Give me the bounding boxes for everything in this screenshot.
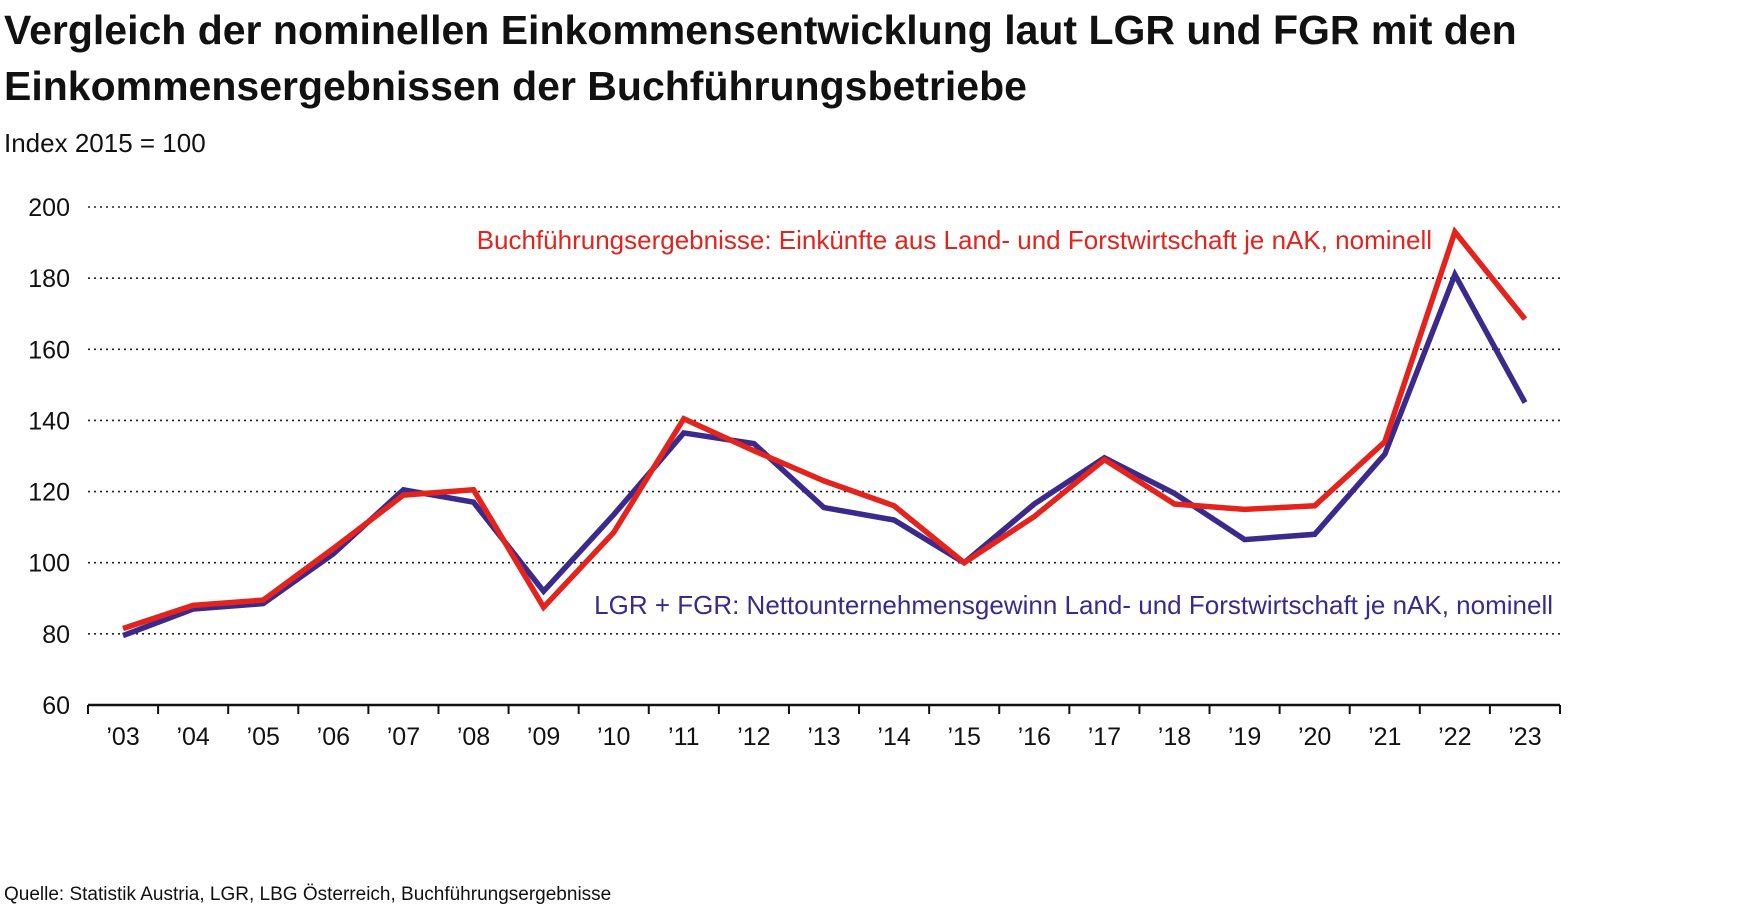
source-note: Quelle: Statistik Austria, LGR, LBG Öste… [4,884,612,905]
x-tick-label: ’12 [737,723,770,751]
chart-title: Vergleich der nominellen Einkommensentwi… [4,7,1517,109]
x-tick-label: ’05 [247,723,280,751]
x-tick-label: ’20 [1298,723,1331,751]
x-tick-label: ’16 [1018,723,1051,751]
series-labels: Buchführungsergebnisse: Einkünfte aus La… [477,225,1553,620]
y-tick-label: 80 [42,621,70,649]
x-tick-label: ’06 [317,723,350,751]
x-tick-label: ’19 [1228,723,1261,751]
series-label-buchfuehrung: Buchführungsergebnisse: Einkünfte aus La… [477,225,1432,255]
series-line-lgr-fgr [122,268,1528,639]
x-tick-label: ’13 [807,723,840,751]
x-tick-label: ’04 [176,723,209,751]
x-tick-label: ’14 [877,723,910,751]
x-tick-label: ’21 [1368,723,1401,751]
chart-subtitle: Index 2015 = 100 [4,128,206,158]
x-tick-label: ’23 [1508,723,1541,751]
y-tick-label: 200 [28,194,70,222]
y-tick-label: 180 [28,265,70,293]
x-tick-label: ’09 [527,723,560,751]
x-tick-label: ’15 [948,723,981,751]
x-tick-label: ’11 [668,723,700,751]
y-tick-label: 140 [28,407,70,435]
y-axis: 60 80 100 120 140 160 180 200 [28,194,70,720]
x-axis: ’03 ’04 ’05 ’06 ’07 ’08 ’09 ’10 ’11 ’12 ’13 ’14 ’15 ’… [87,703,1561,751]
x-tick-label: ’03 [106,723,139,751]
y-tick-label: 160 [28,336,70,364]
y-tick-label: 60 [42,692,70,720]
series-lines [122,226,1528,639]
x-tick-label: ’22 [1438,723,1471,751]
x-tick-label: ’08 [457,723,490,751]
x-tick-label: ’18 [1158,723,1191,751]
y-tick-label: 100 [28,550,70,578]
x-tick-label: ’07 [387,723,420,751]
x-tick-label: ’17 [1088,723,1121,751]
series-label-lgr-fgr: LGR + FGR: Nettounternehmensgewinn Land-… [594,590,1553,620]
x-tick-label: ’10 [597,723,630,751]
series-line-buchfuehrung [122,226,1528,632]
y-tick-label: 120 [28,479,70,507]
